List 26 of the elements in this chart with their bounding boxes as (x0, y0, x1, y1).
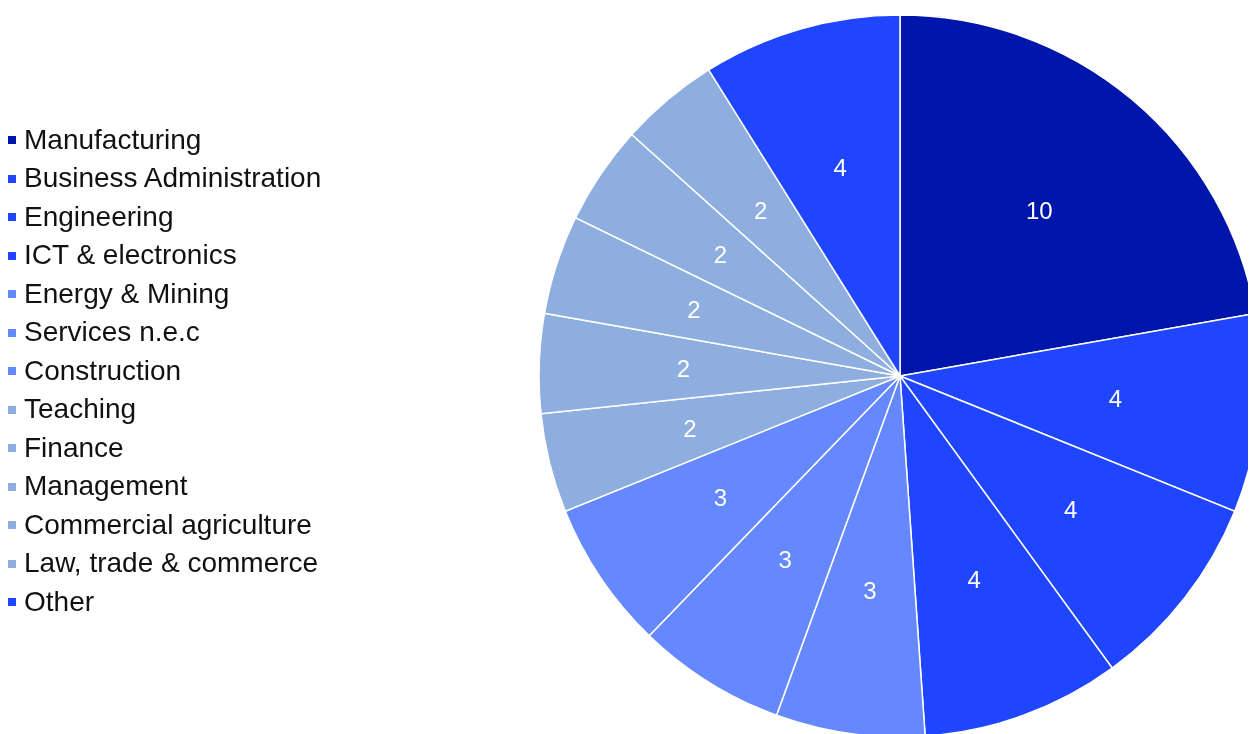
data-label: 4 (1064, 495, 1078, 523)
data-label: 2 (687, 295, 701, 323)
legend-label: Management (24, 469, 188, 504)
data-label: 2 (683, 414, 697, 442)
legend-label: Services n.e.c (24, 315, 200, 350)
legend-label: Commercial agriculture (24, 507, 312, 542)
data-label: 4 (967, 566, 981, 594)
data-label: 10 (1025, 196, 1053, 224)
legend-label: Engineering (24, 199, 174, 234)
legend-label: Manufacturing (24, 122, 202, 157)
data-label: 3 (778, 546, 792, 574)
legend-label: Energy & Mining (24, 276, 230, 311)
data-label: 2 (754, 196, 768, 224)
legend-label: Finance (24, 430, 124, 465)
data-label: 3 (713, 483, 728, 511)
data-label: 4 (833, 154, 847, 182)
data-label: 3 (863, 576, 877, 604)
data-label: 4 (1108, 385, 1123, 413)
legend-label: Other (24, 584, 95, 619)
data-label: 2 (676, 354, 691, 382)
legend-label: Teaching (24, 392, 137, 427)
legend-label: ICT & electronics (24, 238, 237, 273)
legend-label: Business Administration (24, 161, 322, 196)
legend-label: Law, trade & commerce (24, 546, 319, 581)
data-label: 2 (713, 241, 728, 269)
legend-label: Construction (24, 353, 182, 388)
